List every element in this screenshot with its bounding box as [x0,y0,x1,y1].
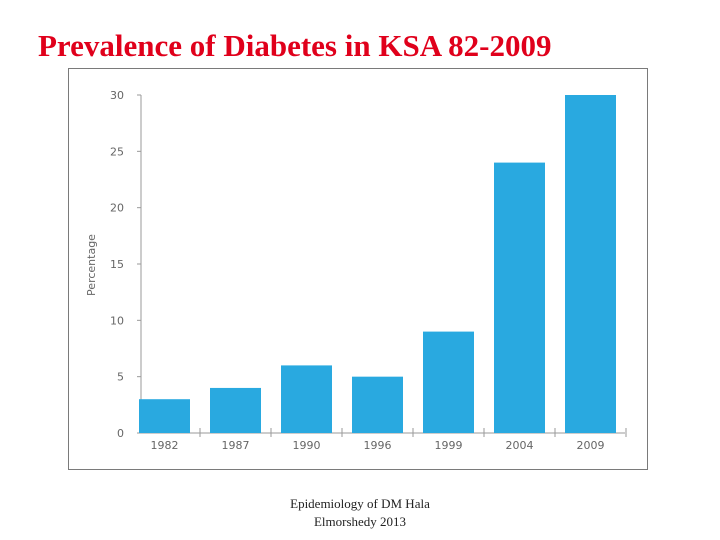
y-tick-label: 20 [110,202,124,215]
y-tick-label: 30 [110,89,124,102]
y-tick-label: 15 [110,258,124,271]
x-tick-label: 2004 [506,439,534,452]
x-tick-label: 1987 [222,439,250,452]
y-axis-ticks: 0 5 10 15 20 25 30 [110,89,141,440]
bar-1982 [139,399,190,433]
bar-1999 [423,331,474,433]
y-tick-label: 25 [110,145,124,158]
bar-1987 [210,387,261,433]
bar-2009 [565,95,616,433]
x-tick-label: 1982 [151,439,179,452]
y-tick-label: 0 [117,427,124,440]
footer-caption: Epidemiology of DM Hala Elmorshedy 2013 [240,495,480,531]
footer-line-1: Epidemiology of DM Hala [290,496,430,511]
slide-title: Prevalence of Diabetes in KSA 82-2009 [38,28,552,63]
footer-line-2: Elmorshedy 2013 [313,514,407,529]
x-tick-label: 1990 [293,439,321,452]
chart-bars [139,95,616,433]
x-tick-label: 1996 [364,439,392,452]
bar-chart: 0 5 10 15 20 25 30 1982 1987 1990 1996 1999 2004 200… [85,89,627,452]
y-tick-label: 5 [117,371,124,384]
chart-frame: 0 5 10 15 20 25 30 1982 1987 1990 1996 1999 2004 200… [68,68,648,470]
bar-1990 [281,365,332,433]
x-tick-label: 1999 [435,439,463,452]
bar-1996 [352,376,403,433]
y-tick-label: 10 [110,314,124,327]
bar-2004 [494,162,545,433]
y-axis-label: Percentage [85,234,98,296]
x-tick-label: 2009 [577,439,605,452]
x-axis-ticks: 1982 1987 1990 1996 1999 2004 2009 [151,428,627,452]
